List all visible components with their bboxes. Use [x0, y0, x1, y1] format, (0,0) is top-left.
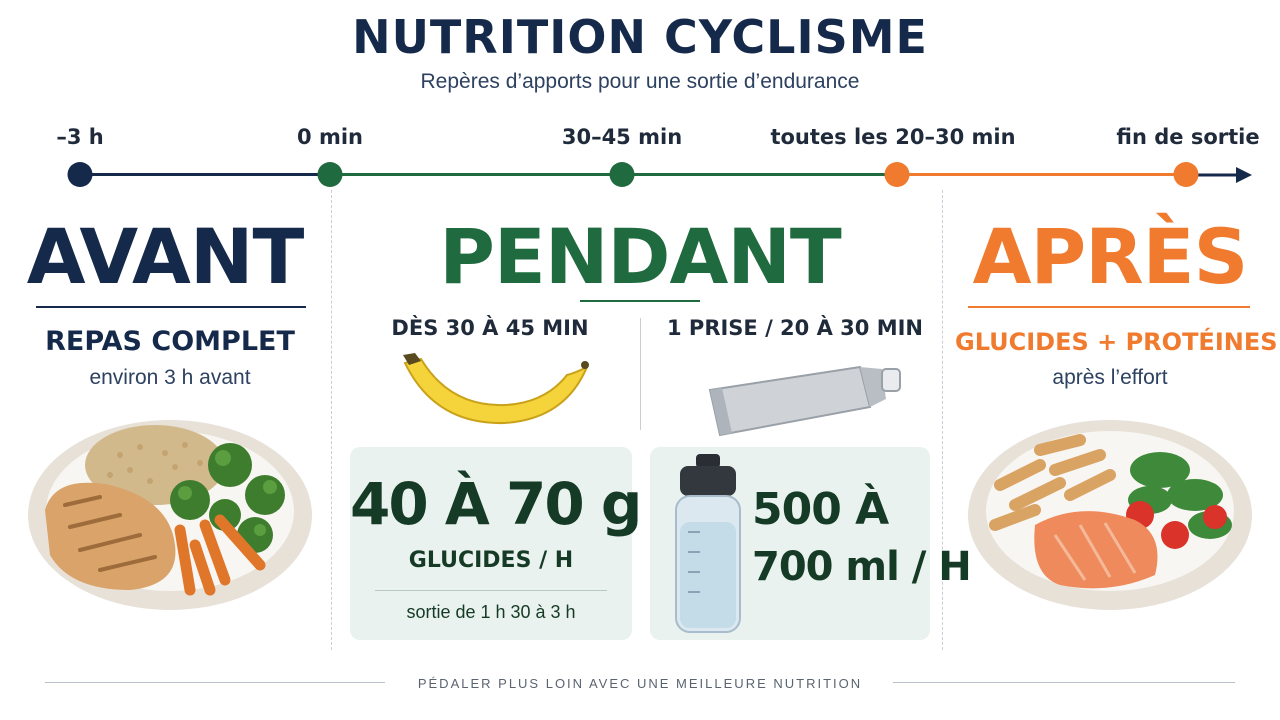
timeline-label-first-intake: 30–45 min — [561, 125, 683, 149]
timeline-segment-late — [893, 173, 1190, 176]
column-divider-left — [331, 190, 332, 650]
pendant-inner-divider — [640, 318, 641, 430]
page-title: NUTRITION CYCLISME — [352, 10, 928, 64]
timeline-dot-start — [317, 162, 343, 187]
pendant-left-title: DÈS 30 À 45 MIN — [391, 316, 589, 340]
page-subtitle: Repères d’apports pour une sortie d’endu… — [420, 70, 860, 93]
timeline-segment-before — [76, 173, 332, 176]
water-value-line1: 500 À — [752, 484, 889, 535]
avant-meal-title: REPAS COMPLET — [45, 326, 295, 357]
timeline-label-start: 0 min — [297, 125, 363, 149]
timeline-label-end: fin de sortie — [1116, 125, 1260, 149]
timeline-segment-start — [330, 173, 624, 176]
timeline-dot-before — [67, 162, 93, 187]
water-bottle-icon — [675, 454, 741, 633]
timeline-dot-repeat — [884, 162, 910, 187]
energy-gel-pouch-icon — [708, 365, 901, 437]
apres-heading: APRÈS — [972, 212, 1249, 301]
carbs-value: 40 À 70 g — [350, 470, 642, 538]
carbs-panel-rule — [375, 590, 607, 591]
carbs-unit: GLUCIDES / H — [408, 548, 574, 573]
carbs-panel — [350, 447, 632, 640]
avant-meal-note: environ 3 h avant — [89, 366, 251, 389]
pendant-right-title: 1 PRISE / 20 À 30 MIN — [667, 316, 923, 340]
chicken-quinoa-vegetables-plate-icon — [28, 420, 312, 610]
water-value-line2: 700 ml / H — [752, 544, 972, 590]
timeline-label-repeat: toutes les 20–30 min — [770, 125, 1016, 149]
avant-rule — [36, 306, 306, 308]
footer-rule-left — [45, 682, 385, 683]
timeline-label-before: –3 h — [56, 125, 104, 149]
timeline-dot-first-intake — [609, 162, 635, 187]
timeline-segment-during — [622, 173, 896, 176]
apres-meal-note: après l’effort — [1052, 366, 1168, 389]
avant-heading: AVANT — [26, 212, 305, 301]
timeline-dot-end — [1173, 162, 1199, 187]
footer-rule-right — [893, 682, 1235, 683]
carbs-note: sortie de 1 h 30 à 3 h — [406, 602, 576, 622]
pendant-heading: PENDANT — [439, 212, 842, 301]
footer-tagline: PÉDALER PLUS LOIN AVEC UNE MEILLEURE NUT… — [417, 676, 863, 691]
column-divider-right — [942, 190, 943, 650]
apres-meal-title: GLUCIDES + PROTÉINES — [955, 328, 1278, 356]
apres-rule — [968, 306, 1250, 308]
banana-icon — [403, 353, 589, 425]
pendant-rule — [580, 300, 700, 302]
pasta-salmon-salad-plate-icon — [968, 420, 1252, 610]
